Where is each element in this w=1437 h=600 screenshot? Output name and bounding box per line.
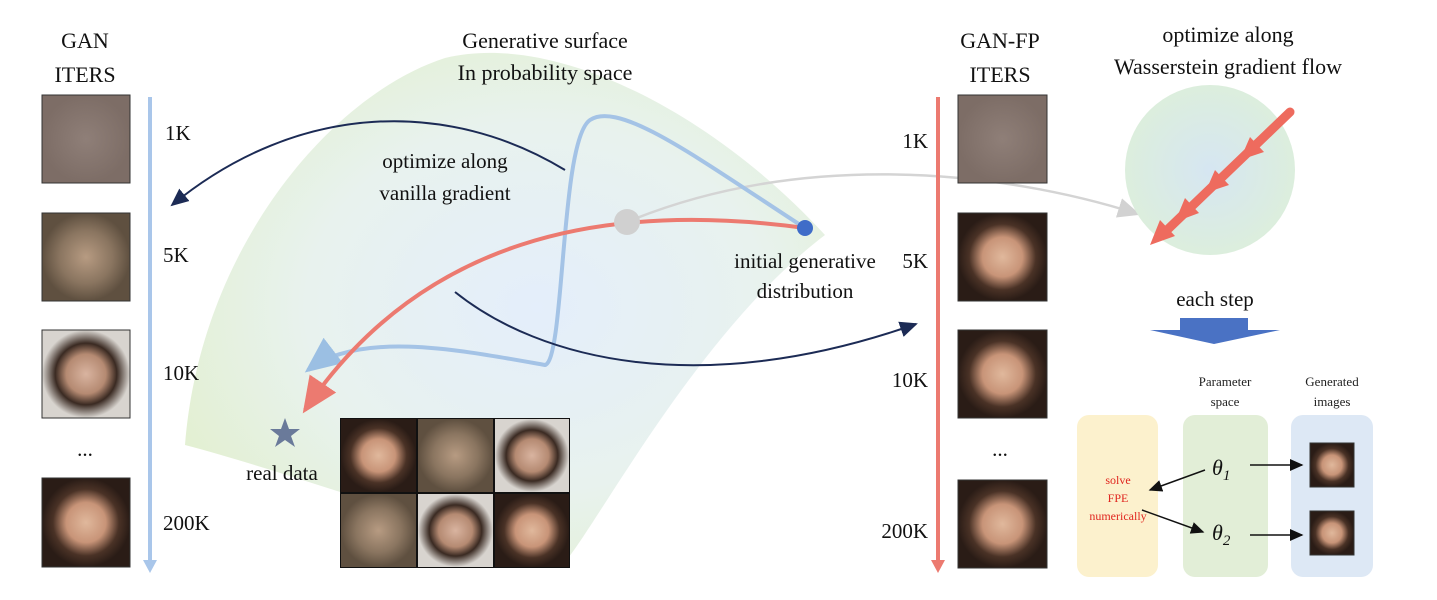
real-image — [418, 494, 493, 567]
gray-arrow — [626, 173, 1141, 224]
generated-label: images — [1314, 394, 1351, 409]
solver-text: numerically — [1089, 509, 1146, 523]
iter-label: 200K — [881, 519, 928, 543]
flow-disc — [1125, 85, 1295, 255]
column-title: ITERS — [969, 62, 1030, 87]
sample-image — [41, 329, 131, 419]
param-box — [1183, 415, 1268, 577]
solver-text: solve — [1105, 473, 1130, 487]
real-image — [418, 419, 493, 492]
param-label: space — [1211, 394, 1240, 409]
axis-arrow — [143, 560, 157, 573]
sample-image — [41, 212, 131, 302]
sample-image — [957, 212, 1048, 302]
iter-label: 5K — [902, 249, 928, 273]
surface-title: Generative surface — [462, 28, 628, 53]
step-label: each step — [1176, 287, 1254, 311]
flow-arrowheads — [1150, 137, 1264, 245]
sample-image — [41, 477, 131, 568]
theta-subscript: 2 — [1223, 533, 1231, 549]
gray-dot — [614, 209, 640, 235]
theta-subscript: 1 — [1223, 468, 1231, 484]
initial-dot — [797, 220, 813, 236]
solver-box — [1077, 415, 1158, 577]
sample-image — [957, 329, 1048, 419]
column-title: GAN — [61, 28, 109, 53]
flow-panel: optimize along Wasserstein gradient flow… — [1077, 22, 1373, 577]
flow-title: optimize along — [1162, 22, 1293, 47]
surface-title: In probability space — [458, 60, 633, 85]
sample-image — [41, 94, 131, 184]
real-image — [495, 419, 569, 492]
sample-image — [957, 94, 1048, 184]
vanilla-label: vanilla gradient — [379, 181, 510, 205]
flow-title: Wasserstein gradient flow — [1114, 54, 1342, 79]
solver-text: FPE — [1108, 491, 1129, 505]
gan-column: GAN ITERS 1K 5K 10K ... 200K — [41, 28, 210, 573]
real-data-star — [270, 418, 300, 447]
generated-label: Generated — [1305, 374, 1359, 389]
real-image — [341, 494, 416, 567]
real-data-label: real data — [246, 461, 318, 485]
arrow — [1141, 509, 1205, 534]
axis-arrow — [931, 560, 945, 573]
ganfp-column: GAN-FP ITERS 1K 5K 10K ... 200K — [881, 28, 1048, 573]
iter-label: 10K — [163, 361, 199, 385]
theta: θ2 — [1212, 520, 1231, 549]
iter-label: 5K — [163, 243, 189, 267]
generated-image — [1309, 442, 1355, 488]
iter-label: 1K — [902, 129, 928, 153]
generated-image — [1309, 510, 1355, 556]
column-title: GAN-FP — [960, 28, 1039, 53]
arrow — [1148, 469, 1206, 492]
param-label: Parameter — [1199, 374, 1252, 389]
iter-label: 10K — [892, 368, 928, 392]
sample-image — [957, 479, 1048, 569]
theta-symbol: θ — [1212, 520, 1223, 545]
real-image-grid — [340, 418, 570, 568]
theta-symbol: θ — [1212, 455, 1223, 480]
real-image — [495, 494, 569, 567]
iter-label: 1K — [165, 121, 191, 145]
iter-label: ... — [992, 437, 1008, 461]
initial-label: initial generative — [734, 249, 876, 273]
initial-label: distribution — [757, 279, 854, 303]
navy-arrow — [170, 120, 566, 207]
iter-label: 200K — [163, 511, 210, 535]
vanilla-path — [304, 114, 807, 373]
theta: θ1 — [1212, 455, 1230, 484]
real-image — [341, 419, 416, 492]
step-arrow — [1150, 318, 1280, 344]
fp-path — [302, 217, 806, 414]
column-title: ITERS — [54, 62, 115, 87]
vanilla-label: optimize along — [382, 149, 508, 173]
iter-label: ... — [77, 437, 93, 461]
navy-arrow — [454, 291, 918, 367]
